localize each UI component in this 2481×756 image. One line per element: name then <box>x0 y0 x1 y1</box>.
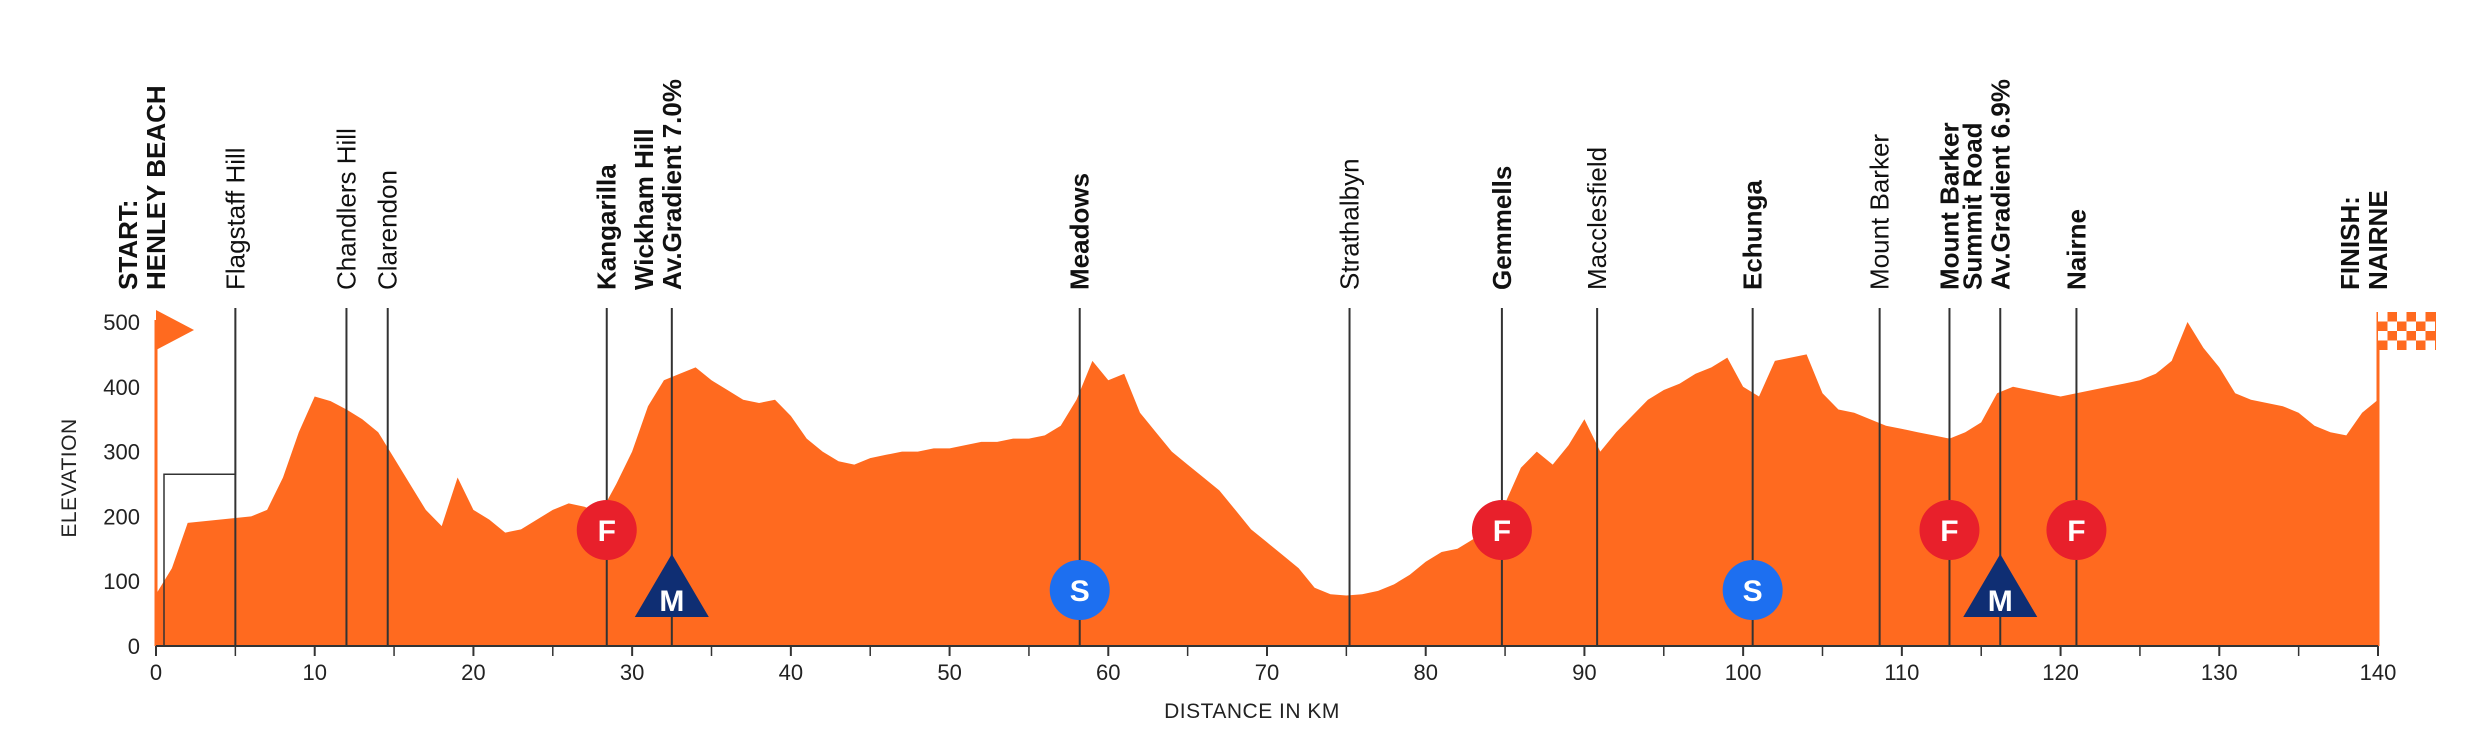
x-tick-label: 120 <box>2042 660 2079 685</box>
start-label: HENLEY BEACH <box>141 85 171 290</box>
location-label: Mount Barker <box>1865 134 1895 290</box>
race-symbols: F F F F M M S S <box>576 500 2107 620</box>
location-label: Mount Barker <box>1935 122 1965 290</box>
x-tick-label: 110 <box>1884 660 1919 685</box>
location-label: Macclesfield <box>1582 147 1612 290</box>
x-axis-title: DISTANCE IN KM <box>1164 700 1340 723</box>
finish-flag-square <box>2425 340 2435 350</box>
location-label: Summit Road <box>1957 122 1987 290</box>
location-label: Flagstaff Hill <box>220 147 250 290</box>
start-flag <box>156 310 194 350</box>
feed-label: S <box>1743 575 1763 608</box>
sprint-icon <box>576 500 637 560</box>
x-tick-label: 10 <box>302 660 326 685</box>
kom-label: M <box>659 585 684 618</box>
y-tick-label: 300 <box>103 440 140 465</box>
feed-label: S <box>1070 575 1090 608</box>
location-label: Nairne <box>2061 209 2091 290</box>
y-tick-label: 400 <box>103 375 140 400</box>
y-tick-label: 500 <box>103 310 140 335</box>
finish-flag-square <box>2387 321 2397 331</box>
x-tick-label: 70 <box>1255 660 1279 685</box>
finish-flag-square <box>2378 331 2388 341</box>
finish-label: NAIRNE <box>2363 190 2393 290</box>
elevation-profile <box>156 322 2378 646</box>
finish-flag-square <box>2416 312 2426 322</box>
x-tick-label: 100 <box>1725 660 1762 685</box>
sprint-label: F <box>1493 515 1511 548</box>
start-label: START: <box>113 199 143 290</box>
finish-flag-square <box>2378 312 2388 322</box>
x-tick-label: 90 <box>1572 660 1596 685</box>
sprint-label: F <box>1940 515 1958 548</box>
finish-flag-square <box>2397 331 2407 341</box>
x-tick-label: 0 <box>150 660 162 685</box>
location-label: Chandlers Hill <box>332 128 362 290</box>
x-tick-label: 60 <box>1096 660 1120 685</box>
location-label: Av.Gradient 7.0% <box>657 79 687 290</box>
sprint-icon <box>1471 500 1532 560</box>
y-axis-title: ELEVATION <box>58 418 81 537</box>
finish-flag-square <box>2397 312 2407 322</box>
location-label: Av.Gradient 6.9% <box>1985 79 2015 290</box>
kom-icon <box>1963 554 2038 617</box>
x-tick-label: 80 <box>1413 660 1437 685</box>
location-label: Echunga <box>1738 180 1768 290</box>
location-label: Wickham Hill <box>629 128 659 290</box>
x-tick-label: 50 <box>937 660 961 685</box>
y-tick-label: 100 <box>103 569 140 594</box>
finish-flag-square <box>2425 321 2435 331</box>
location-label: Clarendon <box>373 170 403 290</box>
feed-zone-icon <box>1049 560 1110 620</box>
finish-flag-square <box>2406 340 2416 350</box>
y-tick-label: 200 <box>103 504 140 529</box>
sprint-icon <box>1919 500 1980 560</box>
y-tick-label: 0 <box>128 634 140 659</box>
location-label: Gemmells <box>1487 166 1517 290</box>
location-label: Meadows <box>1065 173 1095 290</box>
feed-zone-icon <box>1722 560 1783 620</box>
location-label: Kangarilla <box>592 164 622 290</box>
finish-flag-square <box>2416 331 2426 341</box>
finish-flag <box>2378 312 2436 350</box>
x-tick-label: 130 <box>2201 660 2238 685</box>
x-tick-label: 30 <box>620 660 644 685</box>
start-connector <box>163 308 237 646</box>
elevation-area <box>156 322 2378 646</box>
x-tick-label: 40 <box>779 660 803 685</box>
x-tick-label: 20 <box>461 660 485 685</box>
finish-flag-square <box>2387 340 2397 350</box>
finish-flag-square <box>2406 321 2416 331</box>
location-markers: Flagstaff Hill Chandlers Hill Clarendon Kan… <box>113 79 2436 646</box>
kom-icon <box>634 554 709 617</box>
finish-label: FINISH: <box>2335 196 2365 290</box>
sprint-label: F <box>598 515 616 548</box>
sprint-label: F <box>2067 515 2085 548</box>
sprint-icon <box>2046 500 2107 560</box>
x-tick-label: 140 <box>2360 660 2397 685</box>
axes: 0 10 20 30 40 50 60 70 80 90 100 110 120 130 140 0 100 20… <box>103 310 2396 685</box>
kom-label: M <box>1988 585 2013 618</box>
location-label: Strathalbyn <box>1335 158 1365 290</box>
